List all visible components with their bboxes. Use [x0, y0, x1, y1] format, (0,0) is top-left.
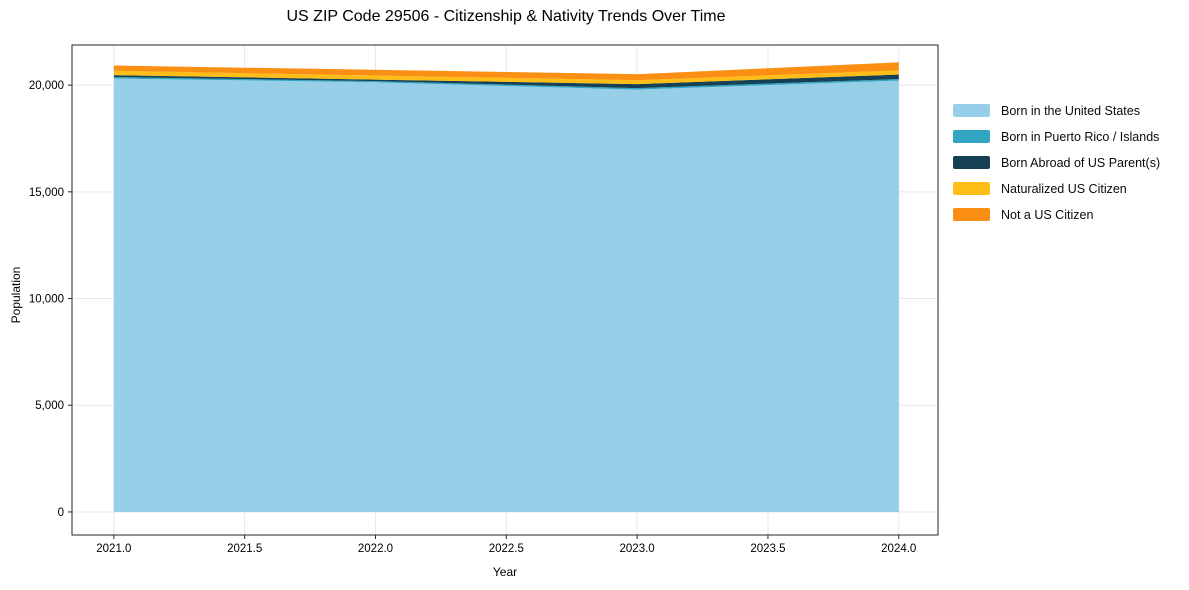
legend-item-not-a-us-citizen: Not a US Citizen: [953, 207, 1160, 222]
x-tick-label: 2024.0: [881, 543, 916, 555]
y-axis-title: Population: [9, 266, 23, 324]
x-tick-label: 2021.0: [96, 543, 131, 555]
area-born-abroad-of-us-parent-s: [113, 74, 899, 89]
legend-swatch-icon: [953, 208, 990, 221]
legend-label: Born Abroad of US Parent(s): [1001, 155, 1161, 170]
legend-item-born-abroad-of-us-parent-s: Born Abroad of US Parent(s): [953, 155, 1161, 170]
y-tick-label: 20,000: [29, 80, 64, 92]
legend-item-born-in-puerto-rico-islands: Born in Puerto Rico / Islands: [953, 129, 1160, 144]
y-tick-label: 15,000: [29, 187, 64, 199]
x-axis-title: Year: [492, 565, 518, 579]
legend-swatch-icon: [953, 156, 990, 169]
plot-frame: [71, 44, 939, 536]
y-tick-label: 5,000: [35, 400, 64, 412]
chart-title: US ZIP Code 29506 - Citizenship & Nativi…: [286, 8, 726, 25]
legend: Born in the United States Born in Puerto …: [953, 104, 1160, 234]
legend-label: Not a US Citizen: [1001, 207, 1094, 222]
y-tick-label: 0: [58, 507, 64, 519]
area-born-in-the-united-states: [113, 78, 899, 512]
legend-swatch-icon: [953, 182, 990, 195]
x-tick-label: 2022.5: [489, 543, 524, 555]
x-tick-label: 2021.5: [227, 543, 262, 555]
legend-item-born-in-the-united-states: Born in the United States: [953, 103, 1160, 118]
legend-label: Naturalized US Citizen: [1001, 181, 1127, 196]
legend-swatch-icon: [953, 130, 990, 143]
area-born-in-puerto-rico-islands: [113, 77, 899, 90]
x-tick-label: 2023.5: [750, 543, 785, 555]
legend-label: Born in the United States: [1001, 103, 1140, 118]
area-naturalized-us-citizen: [113, 70, 899, 85]
legend-label: Born in Puerto Rico / Islands: [1001, 129, 1160, 144]
legend-swatch-icon: [953, 104, 990, 117]
area-not-a-us-citizen: [113, 62, 899, 81]
x-tick-label: 2022.0: [358, 543, 393, 555]
y-tick-label: 10,000: [29, 294, 64, 306]
legend-item-naturalized-us-citizen: Naturalized US Citizen: [953, 181, 1160, 196]
x-tick-label: 2023.0: [620, 543, 655, 555]
